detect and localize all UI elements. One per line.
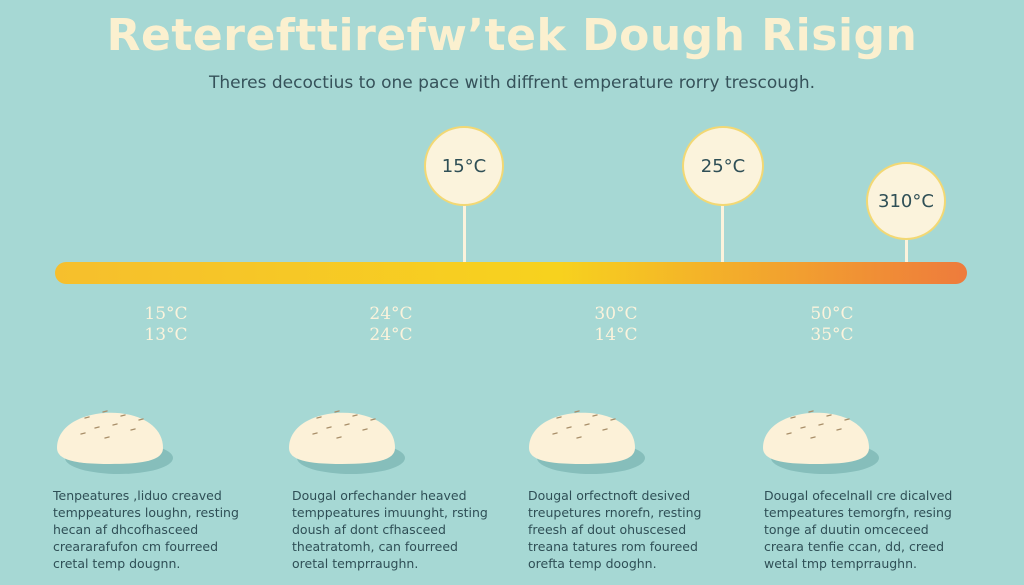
dough-ball-icon bbox=[763, 410, 879, 474]
description-line: temppeatures imuunght, rsting bbox=[292, 505, 488, 520]
stage-temperature-low: 13°C bbox=[144, 325, 188, 345]
stage-temperature-low: 14°C bbox=[594, 325, 638, 345]
stage-temperatures: 24°C 24°C bbox=[331, 304, 451, 346]
marker-stem bbox=[463, 200, 466, 264]
description-line: cretal temp dougnn. bbox=[53, 556, 181, 571]
description-line: oretal temprraughn. bbox=[292, 556, 419, 571]
temperature-marker-label: 15°C bbox=[441, 155, 487, 177]
stage-temperature-low: 35°C bbox=[810, 325, 854, 345]
description-line: Dougal orfechander heaved bbox=[292, 488, 467, 503]
stage-description: Dougal orfechander heaved temppeatures i… bbox=[292, 487, 492, 572]
marker-stem bbox=[905, 232, 908, 264]
marker-stem bbox=[721, 200, 724, 264]
description-line: tonge af duutin omceceed bbox=[764, 522, 929, 537]
description-line: Tenpeatures ,liduo creaved bbox=[53, 488, 222, 503]
description-line: treana tatures rom foureed bbox=[528, 539, 698, 554]
temperature-marker-1: 15°C bbox=[424, 126, 504, 206]
temperature-marker-2: 25°C bbox=[682, 126, 764, 206]
description-line: temppeatures loughn, resting bbox=[53, 505, 239, 520]
stage-description: Dougal ofecelnall cre dicalved tempeatur… bbox=[764, 487, 964, 572]
infographic-subtitle: Theres decoctius to one pace with diffre… bbox=[208, 73, 816, 93]
stage-temperature-high: 24°C bbox=[369, 304, 413, 324]
stage-temperature-high: 15°C bbox=[144, 304, 188, 324]
temperature-gradient-bar bbox=[55, 262, 967, 284]
description-line: hecan af dhcofhasceed bbox=[53, 522, 199, 537]
dough-ball-icon bbox=[289, 410, 405, 474]
temperature-marker-label: 25°C bbox=[700, 155, 746, 177]
infographic-title: Reterefttirefw’tek Dough Risign bbox=[106, 10, 918, 61]
description-line: freesh af dout ohuscesed bbox=[528, 522, 687, 537]
stage-temperatures: 30°C 14°C bbox=[556, 304, 676, 346]
stage-temperatures: 50°C 35°C bbox=[772, 304, 892, 346]
description-line: creara tenfie ccan, dd, creed bbox=[764, 539, 945, 554]
description-line: wetal tmp temprraughn. bbox=[764, 556, 918, 571]
dough-ball-icon bbox=[529, 410, 645, 474]
stage-temperature-high: 50°C bbox=[810, 304, 854, 324]
description-line: creararafufon cm fourreed bbox=[53, 539, 219, 554]
description-line: orefta temp dooghn. bbox=[528, 556, 657, 571]
description-line: Dougal orfectnoft desived bbox=[528, 488, 691, 503]
description-line: Dougal ofecelnall cre dicalved bbox=[764, 488, 953, 503]
description-line: theatratomh, can fourreed bbox=[292, 539, 458, 554]
description-line: tempeatures temorgfn, resing bbox=[764, 505, 952, 520]
stage-temperature-high: 30°C bbox=[594, 304, 638, 324]
description-line: treupetures rnorefn, resting bbox=[528, 505, 702, 520]
description-line: doush af dont cfhasceed bbox=[292, 522, 446, 537]
temperature-marker-label: 310°C bbox=[878, 190, 934, 212]
stage-temperatures: 15°C 13°C bbox=[106, 304, 226, 346]
stage-temperature-low: 24°C bbox=[369, 325, 413, 345]
temperature-marker-3: 310°C bbox=[866, 162, 946, 240]
dough-ball-icon bbox=[57, 410, 173, 474]
stage-description: Tenpeatures ,liduo creaved temppeatures … bbox=[53, 487, 253, 572]
stage-description: Dougal orfectnoft desived treupetures rn… bbox=[528, 487, 728, 572]
